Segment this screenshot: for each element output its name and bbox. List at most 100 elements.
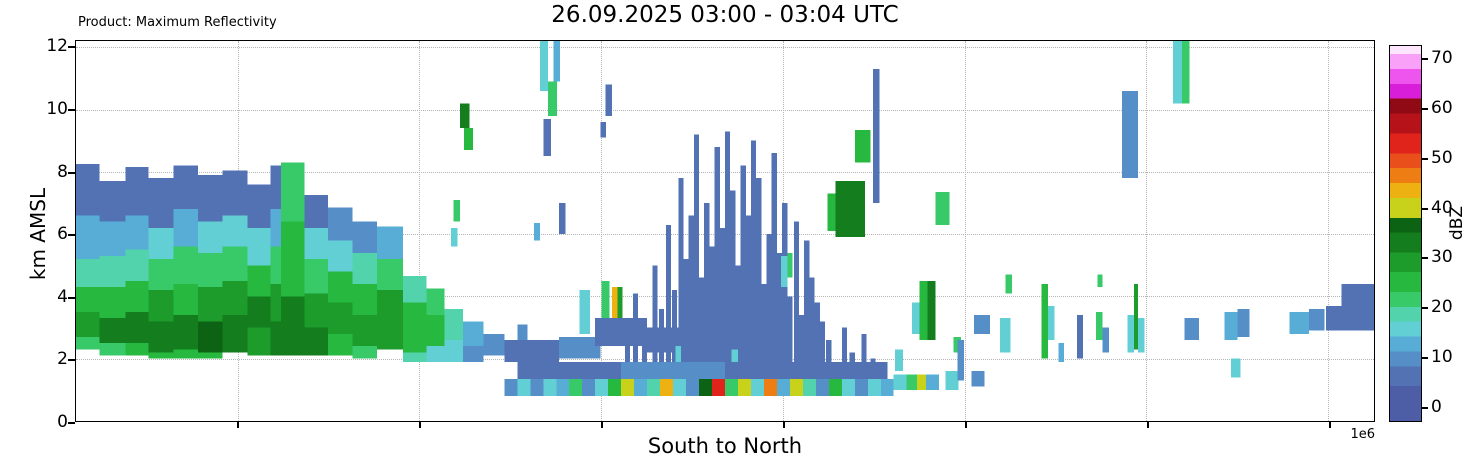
colorbar-tick-label: 60 bbox=[1431, 97, 1453, 118]
reflectivity-cell bbox=[377, 226, 404, 260]
plot-area bbox=[75, 40, 1375, 422]
reflectivity-cell bbox=[579, 290, 591, 334]
reflectivity-cell bbox=[198, 321, 223, 353]
reflectivity-cell bbox=[957, 340, 964, 381]
reflectivity-cell bbox=[125, 249, 149, 281]
reflectivity-cell bbox=[148, 227, 174, 260]
reflectivity-cell bbox=[281, 296, 305, 328]
reflectivity-cell bbox=[377, 290, 404, 322]
reflectivity-cell bbox=[621, 378, 635, 397]
colorbar-tick-label: 30 bbox=[1431, 247, 1453, 268]
reflectivity-cell bbox=[483, 333, 505, 356]
reflectivity-cell bbox=[426, 315, 445, 347]
reflectivity-cell bbox=[403, 352, 427, 362]
reflectivity-cell bbox=[699, 378, 713, 397]
reflectivity-cell bbox=[750, 378, 764, 397]
reflectivity-cell bbox=[426, 288, 445, 316]
reflectivity-cell bbox=[327, 240, 353, 272]
reflectivity-cell bbox=[327, 207, 353, 241]
reflectivity-cell bbox=[867, 378, 881, 397]
reflectivity-cell bbox=[1172, 41, 1182, 104]
reflectivity-cell bbox=[815, 378, 829, 397]
reflectivity-cell bbox=[327, 333, 353, 356]
colorbar-tick-mark bbox=[1422, 357, 1428, 360]
reflectivity-cell bbox=[719, 227, 725, 381]
reflectivity-cell bbox=[222, 246, 248, 281]
reflectivity-cell bbox=[173, 283, 199, 316]
colorbar-tick-label: 40 bbox=[1431, 197, 1453, 218]
reflectivity-cell bbox=[76, 311, 100, 337]
reflectivity-cell bbox=[504, 378, 518, 397]
reflectivity-cell bbox=[222, 315, 248, 353]
reflectivity-cell bbox=[828, 378, 842, 397]
reflectivity-cell bbox=[247, 227, 271, 266]
y-tick-label: 4 bbox=[57, 286, 68, 307]
colorbar-tick-label: 50 bbox=[1431, 147, 1453, 168]
y-tick-label: 8 bbox=[57, 161, 68, 182]
reflectivity-cell bbox=[558, 202, 566, 235]
reflectivity-cell bbox=[665, 224, 672, 381]
colorbar-tick-mark bbox=[1422, 107, 1428, 110]
reflectivity-cell bbox=[1102, 327, 1110, 353]
reflectivity-cell bbox=[660, 378, 674, 397]
reflectivity-cell bbox=[595, 378, 609, 397]
colorbar-tick-mark bbox=[1422, 57, 1428, 60]
reflectivity-cell bbox=[814, 302, 820, 381]
colorbar-tick-label: 0 bbox=[1431, 397, 1442, 418]
reflectivity-cell bbox=[826, 340, 832, 381]
reflectivity-cell bbox=[906, 374, 918, 390]
reflectivity-cell bbox=[621, 361, 725, 379]
reflectivity-cell bbox=[1127, 315, 1134, 353]
reflectivity-cell bbox=[787, 296, 793, 381]
reflectivity-cell bbox=[1237, 308, 1250, 337]
reflectivity-cell bbox=[125, 311, 149, 344]
reflectivity-cell bbox=[198, 287, 223, 322]
reflectivity-cell bbox=[148, 259, 174, 291]
reflectivity-cell bbox=[854, 378, 868, 397]
reflectivity-cell bbox=[709, 246, 715, 381]
reflectivity-cell bbox=[462, 346, 484, 362]
reflectivity-cell bbox=[673, 378, 687, 397]
reflectivity-cell bbox=[173, 349, 199, 359]
reflectivity-cell bbox=[634, 378, 648, 397]
product-label: Product: Maximum Reflectivity bbox=[78, 15, 277, 30]
x-tick-mark bbox=[418, 422, 421, 428]
reflectivity-cell bbox=[222, 280, 248, 316]
reflectivity-cell bbox=[1122, 90, 1138, 179]
reflectivity-cell bbox=[99, 221, 126, 256]
reflectivity-cell bbox=[173, 165, 199, 210]
reflectivity-cell bbox=[686, 378, 700, 397]
reflectivity-cell bbox=[403, 276, 427, 303]
reflectivity-cell bbox=[745, 215, 751, 381]
y-tick-mark bbox=[68, 108, 75, 111]
reflectivity-cell bbox=[935, 192, 950, 225]
reflectivity-cell bbox=[304, 327, 328, 356]
reflectivity-cell bbox=[222, 215, 248, 247]
reflectivity-cell bbox=[99, 343, 126, 356]
reflectivity-cell bbox=[377, 259, 404, 291]
reflectivity-cell bbox=[148, 321, 174, 353]
reflectivity-cell bbox=[771, 153, 777, 381]
reflectivity-cell bbox=[352, 315, 378, 347]
reflectivity-cell bbox=[517, 324, 528, 341]
reflectivity-cell bbox=[270, 209, 282, 247]
reflectivity-cell bbox=[543, 118, 552, 157]
reflectivity-cell bbox=[1133, 283, 1138, 350]
y-tick-label: 0 bbox=[57, 412, 68, 432]
reflectivity-cell bbox=[652, 265, 658, 381]
x-tick-mark bbox=[236, 422, 239, 428]
reflectivity-cell bbox=[451, 227, 458, 247]
reflectivity-cell bbox=[270, 321, 282, 356]
reflectivity-cell bbox=[553, 41, 561, 82]
colorbar bbox=[1389, 45, 1422, 422]
reflectivity-cell bbox=[247, 327, 271, 356]
reflectivity-cell bbox=[780, 255, 788, 288]
reflectivity-cell bbox=[704, 202, 710, 381]
reflectivity-cell bbox=[683, 259, 689, 381]
reflectivity-cell bbox=[76, 336, 100, 350]
colorbar-tick-mark bbox=[1422, 157, 1428, 160]
reflectivity-cell bbox=[835, 181, 866, 238]
reflectivity-cell bbox=[125, 343, 149, 356]
reflectivity-cell bbox=[517, 361, 622, 379]
